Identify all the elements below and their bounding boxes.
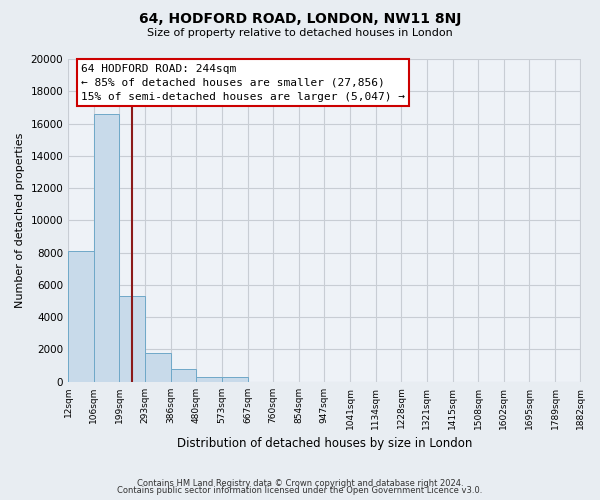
Bar <box>68 251 94 382</box>
Y-axis label: Number of detached properties: Number of detached properties <box>15 132 25 308</box>
Text: Size of property relative to detached houses in London: Size of property relative to detached ho… <box>147 28 453 38</box>
X-axis label: Distribution of detached houses by size in London: Distribution of detached houses by size … <box>176 437 472 450</box>
Bar <box>94 114 119 382</box>
Bar <box>170 369 196 382</box>
Text: Contains public sector information licensed under the Open Government Licence v3: Contains public sector information licen… <box>118 486 482 495</box>
Bar <box>222 377 248 382</box>
Text: Contains HM Land Registry data © Crown copyright and database right 2024.: Contains HM Land Registry data © Crown c… <box>137 478 463 488</box>
Bar <box>145 352 170 382</box>
Bar <box>119 296 145 382</box>
Bar <box>196 377 222 382</box>
Text: 64 HODFORD ROAD: 244sqm
← 85% of detached houses are smaller (27,856)
15% of sem: 64 HODFORD ROAD: 244sqm ← 85% of detache… <box>81 64 405 102</box>
Text: 64, HODFORD ROAD, LONDON, NW11 8NJ: 64, HODFORD ROAD, LONDON, NW11 8NJ <box>139 12 461 26</box>
